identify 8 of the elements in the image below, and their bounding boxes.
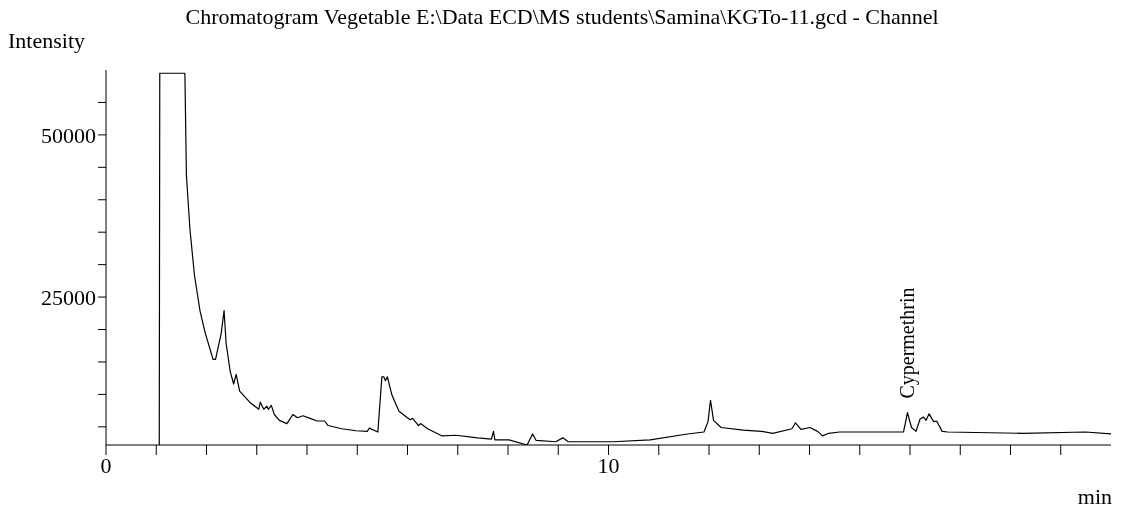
y-tick-label: 25000: [41, 284, 96, 310]
y-tick-label: 50000: [41, 122, 96, 148]
x-axis-title: min: [1077, 484, 1112, 510]
x-tick-label: 0: [100, 452, 112, 478]
chart-title: Chromatogram Vegetable E:\Data ECD\MS students\Samina\KGTo-11.gcd - Channel: [185, 4, 939, 29]
annotation: Cypermethrin: [896, 287, 920, 399]
x-tick-label: 10: [597, 452, 620, 478]
y-axis-title: Intensity: [8, 28, 85, 54]
